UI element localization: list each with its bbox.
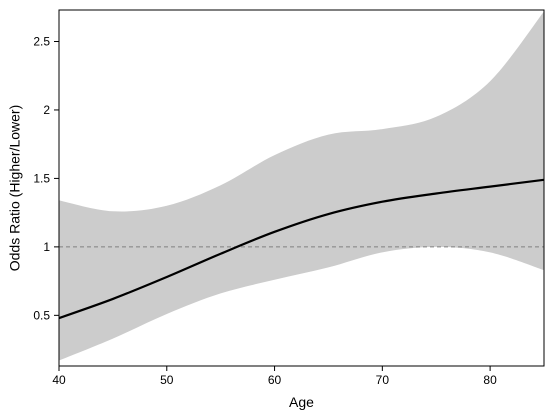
x-tick-label: 60 bbox=[268, 373, 282, 387]
x-tick-label: 50 bbox=[160, 373, 174, 387]
y-axis-title: Odds Ratio (Higher/Lower) bbox=[7, 105, 23, 272]
y-tick-label: 1.5 bbox=[33, 171, 50, 185]
plot-frame bbox=[58, 9, 545, 367]
y-tick-label: 2 bbox=[43, 103, 50, 117]
plot-clipped-group bbox=[59, 11, 544, 361]
plot-area bbox=[59, 11, 544, 361]
x-tick-label: 70 bbox=[376, 373, 390, 387]
y-tick-label: 0.5 bbox=[33, 308, 50, 322]
y-tick-label: 2.5 bbox=[33, 34, 50, 48]
confidence-band bbox=[59, 11, 544, 361]
estimate-line bbox=[59, 178, 544, 320]
x-tick-label: 40 bbox=[52, 373, 66, 387]
axes: 40 50 60 70 80 0.5 1 1.5 2 2.5 bbox=[33, 9, 545, 387]
x-tick-label: 80 bbox=[483, 373, 497, 387]
y-tick-label: 1 bbox=[43, 240, 50, 254]
x-axis-title: Age bbox=[289, 394, 314, 410]
